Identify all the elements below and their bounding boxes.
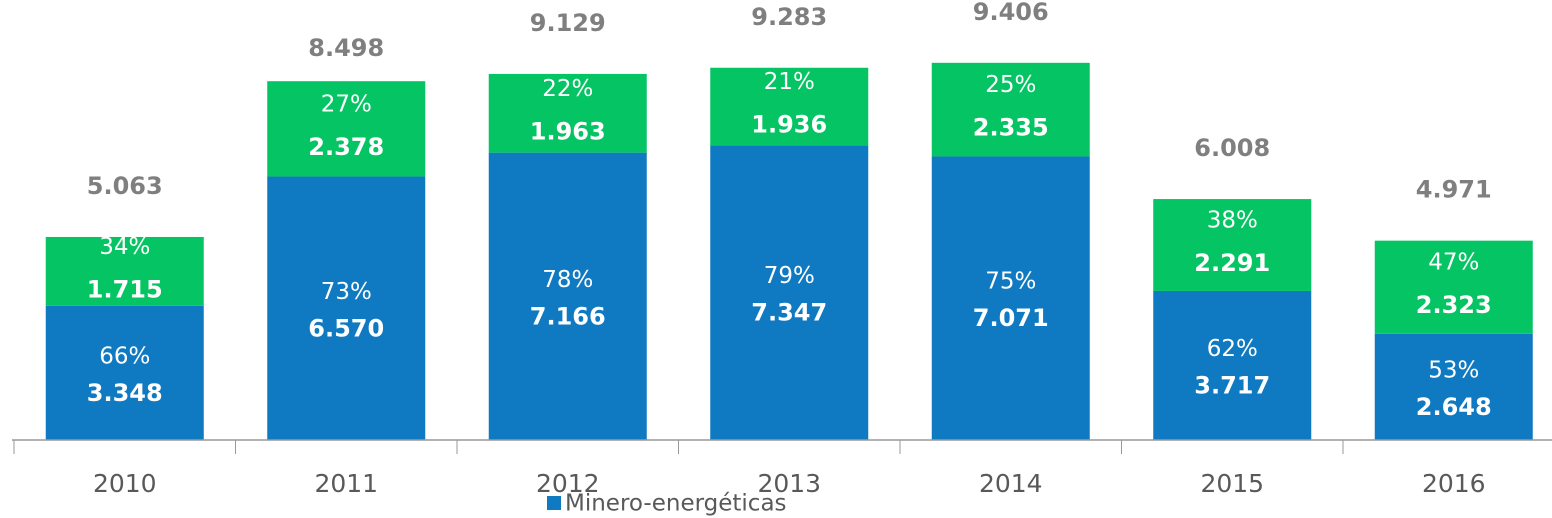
- percent-label: 78%: [542, 267, 593, 293]
- x-tick-label: 2010: [93, 469, 157, 498]
- bar-segment: [488, 73, 647, 153]
- bar-segment: [45, 236, 204, 306]
- bar-segment: [1374, 333, 1533, 440]
- x-tick-label: 2011: [314, 469, 378, 498]
- bar-segment: [931, 156, 1090, 441]
- total-label: 9.406: [973, 0, 1049, 26]
- bar-segment: [488, 152, 647, 440]
- total-label: 4.971: [1416, 176, 1492, 204]
- bar-segment: [267, 81, 426, 177]
- percent-label: 34%: [99, 234, 150, 260]
- bar-segment: [1153, 290, 1312, 440]
- bar-segment: [267, 176, 426, 440]
- x-tick-label: 2013: [757, 469, 821, 498]
- bar-segment: [710, 67, 869, 146]
- x-tick-label: 2015: [1200, 469, 1264, 498]
- value-label: 3.348: [87, 379, 163, 407]
- x-tick-label: 2014: [979, 469, 1043, 498]
- value-label: 3.717: [1194, 371, 1270, 399]
- value-label: 2.335: [973, 114, 1049, 142]
- bar-segment: [1153, 199, 1312, 291]
- x-tick-label: 2016: [1422, 469, 1486, 498]
- total-label: 9.129: [530, 9, 606, 37]
- percent-label: 62%: [1207, 336, 1258, 362]
- percent-label: 27%: [321, 91, 372, 117]
- value-label: 7.347: [751, 299, 827, 327]
- total-label: 8.498: [308, 34, 384, 62]
- value-label: 1.715: [87, 275, 163, 303]
- value-label: 2.291: [1194, 249, 1270, 277]
- x-tick-label: 2012: [536, 469, 600, 498]
- value-label: 1.936: [751, 111, 827, 139]
- total-label: 6.008: [1194, 134, 1270, 162]
- value-label: 2.378: [308, 133, 384, 161]
- percent-label: 66%: [99, 343, 150, 369]
- percent-label: 22%: [542, 76, 593, 102]
- total-label: 5.063: [87, 172, 163, 200]
- value-label: 7.071: [973, 304, 1049, 332]
- total-label: 9.283: [751, 3, 827, 31]
- percent-label: 47%: [1428, 250, 1479, 276]
- bar-segment: [45, 305, 204, 440]
- percent-label: 25%: [985, 72, 1036, 98]
- percent-label: 75%: [985, 269, 1036, 295]
- value-label: 2.648: [1416, 393, 1492, 421]
- legend-label: Minero-energéticas: [565, 491, 787, 517]
- percent-label: 79%: [764, 263, 815, 289]
- percent-label: 73%: [321, 279, 372, 305]
- percent-label: 21%: [764, 69, 815, 95]
- value-label: 1.963: [530, 117, 606, 145]
- percent-label: 53%: [1428, 357, 1479, 383]
- bar-segment: [710, 145, 869, 440]
- percent-label: 38%: [1207, 208, 1258, 234]
- value-label: 7.166: [530, 302, 606, 330]
- value-label: 6.570: [308, 314, 384, 342]
- value-label: 2.323: [1416, 291, 1492, 319]
- bar-segment: [1374, 240, 1533, 334]
- bar-segment: [931, 62, 1090, 157]
- legend-swatch: [547, 496, 561, 510]
